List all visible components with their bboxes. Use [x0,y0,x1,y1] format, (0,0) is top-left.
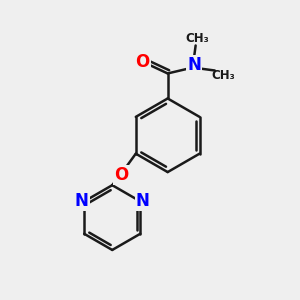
Text: CH₃: CH₃ [185,32,209,46]
Text: N: N [75,192,89,210]
Text: CH₃: CH₃ [211,69,235,82]
Text: N: N [136,192,150,210]
Text: N: N [187,56,201,74]
Text: O: O [114,166,128,184]
Text: O: O [136,53,150,71]
